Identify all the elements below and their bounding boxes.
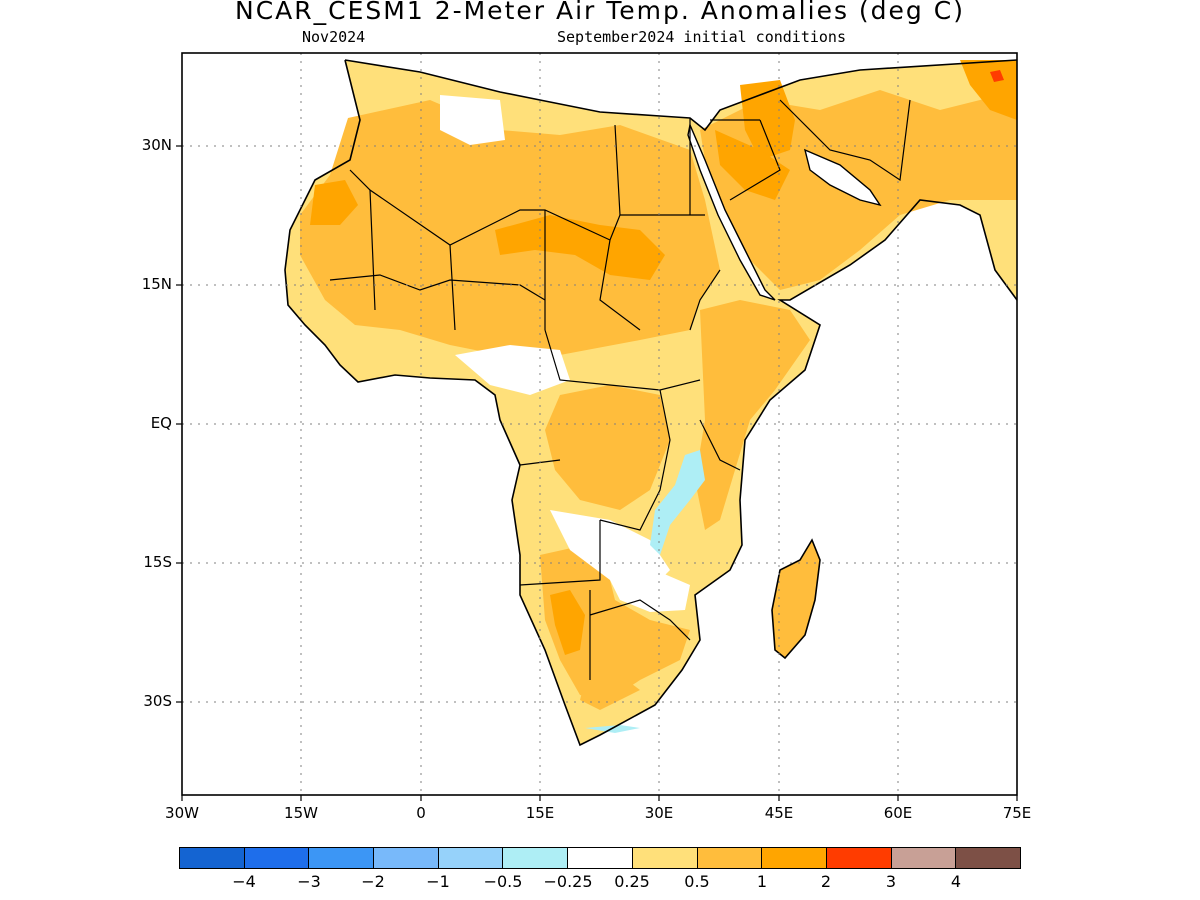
colorbar-label: 1 xyxy=(756,872,768,891)
madagascar-land xyxy=(772,540,820,658)
graticule xyxy=(182,53,1017,795)
colorbar-label: −0.5 xyxy=(483,872,523,891)
colorbar xyxy=(179,847,1021,869)
colorbar-label: −3 xyxy=(297,872,321,891)
lat-label-15s: 15S xyxy=(143,553,172,571)
anomaly-2-sahel xyxy=(495,215,665,280)
map-plot-area xyxy=(284,59,1017,747)
lon-label-60e: 60E xyxy=(883,804,913,822)
colorbar-label: 4 xyxy=(950,872,962,891)
anomaly-neutral-angola xyxy=(550,510,670,590)
anomaly-1-east-africa xyxy=(695,300,810,530)
lon-label-45e: 45E xyxy=(764,804,794,822)
axis-ticks xyxy=(176,145,1018,801)
colorbar-label: 2 xyxy=(820,872,832,891)
colorbar-label: −1 xyxy=(426,872,450,891)
colorbar-segment xyxy=(956,848,1020,868)
lon-label-30w: 30W xyxy=(165,804,199,822)
lon-label-0: 0 xyxy=(416,804,426,822)
anomaly-3-spot xyxy=(990,70,1004,82)
lat-label-15n: 15N xyxy=(141,275,172,293)
anomaly-neutral-tunisia xyxy=(440,95,505,145)
anomaly-2-namibia xyxy=(550,590,585,655)
anomaly-1-congo xyxy=(545,385,670,510)
colorbar-segment xyxy=(697,848,763,868)
anomaly-2-iraq xyxy=(740,80,795,160)
anomaly-2-mauritania xyxy=(310,180,358,225)
colorbar-label: −4 xyxy=(232,872,256,891)
forecast-month-label: Nov2024 xyxy=(302,28,366,46)
colorbar-label: 3 xyxy=(885,872,897,891)
red-sea xyxy=(687,122,776,301)
anomaly-neutral-mozambique xyxy=(610,570,690,612)
anomaly-cool-lakes xyxy=(650,450,705,555)
colorbar-segment xyxy=(891,848,957,868)
colorbar-segment xyxy=(309,848,375,868)
anomaly-neutral-gulf-of-guinea xyxy=(455,345,570,395)
colorbar-segment xyxy=(374,848,439,868)
colorbar-segment xyxy=(438,848,504,868)
anomaly-2-iran xyxy=(960,60,1017,120)
colorbar-segment xyxy=(568,848,633,868)
anomaly-2-arabia xyxy=(715,130,790,200)
country-borders xyxy=(329,99,911,680)
lon-label-75e: 75E xyxy=(1002,804,1032,822)
colorbar-label: −2 xyxy=(361,872,385,891)
lon-label-15w: 15W xyxy=(284,804,318,822)
lon-label-30e: 30E xyxy=(644,804,674,822)
colorbar-label: 0.25 xyxy=(614,872,650,891)
colorbar-segment xyxy=(632,848,698,868)
map-frame xyxy=(181,52,1018,796)
colorbar-segment xyxy=(503,848,569,868)
madagascar-coastline xyxy=(771,538,821,660)
lat-label-30n: 30N xyxy=(141,136,172,154)
persian-gulf xyxy=(803,148,882,207)
lon-label-15e: 15E xyxy=(525,804,555,822)
map-title: NCAR_CESM1 2-Meter Air Temp. Anomalies (… xyxy=(235,0,965,25)
initial-conditions-label: September2024 initial conditions xyxy=(557,28,846,46)
colorbar-segment xyxy=(244,848,310,868)
colorbar-segment xyxy=(762,848,827,868)
lat-label-eq: EQ xyxy=(150,414,172,432)
anomaly-1-cape xyxy=(580,675,640,710)
colorbar-segment xyxy=(180,848,245,868)
lat-label-30s: 30S xyxy=(143,692,172,710)
anomaly-1-southwest xyxy=(540,545,690,700)
colorbar-label: −0.25 xyxy=(543,872,593,891)
colorbar-label: 0.5 xyxy=(684,872,710,891)
colorbar-segment xyxy=(826,848,892,868)
